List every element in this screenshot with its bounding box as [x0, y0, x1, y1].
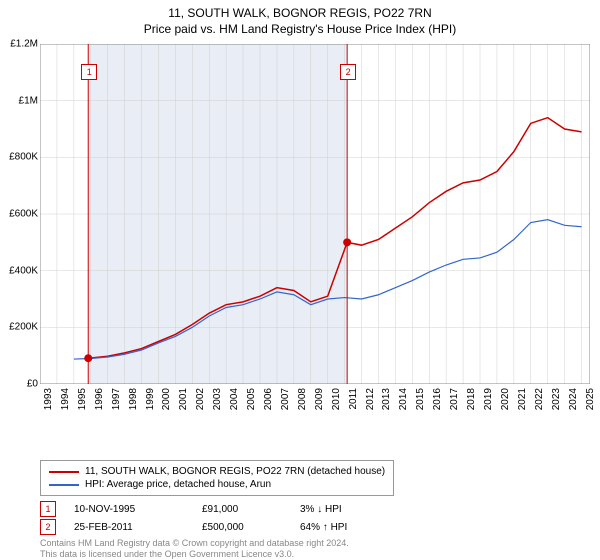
x-axis-label: 2024 — [568, 388, 579, 410]
legend-item: 11, SOUTH WALK, BOGNOR REGIS, PO22 7RN (… — [49, 465, 385, 478]
x-axis-label: 1996 — [94, 388, 105, 410]
x-axis-label: 2004 — [229, 388, 240, 410]
chart-container: 11, SOUTH WALK, BOGNOR REGIS, PO22 7RN P… — [0, 0, 600, 560]
sales-table: 1 10-NOV-1995 £91,000 3% ↓ HPI 2 25-FEB-2011 £… — [40, 500, 380, 536]
x-axis-label: 2007 — [280, 388, 291, 410]
x-axis-label: 2011 — [348, 388, 359, 410]
legend-label: HPI: Average price, detached house, Arun — [85, 479, 271, 490]
y-axis-label: £400K — [0, 265, 38, 276]
x-axis-label: 2014 — [398, 388, 409, 410]
y-axis-label: £600K — [0, 209, 38, 220]
sale-price: £500,000 — [202, 522, 282, 533]
x-axis-label: 1999 — [145, 388, 156, 410]
x-axis-label: 1994 — [60, 388, 71, 410]
x-axis-label: 2025 — [585, 388, 596, 410]
x-axis-label: 1995 — [77, 388, 88, 410]
x-axis-label: 2019 — [483, 388, 494, 410]
legend: 11, SOUTH WALK, BOGNOR REGIS, PO22 7RN (… — [40, 460, 394, 496]
x-axis-label: 2010 — [331, 388, 342, 410]
y-axis-label: £200K — [0, 322, 38, 333]
legend-swatch — [49, 484, 79, 486]
x-axis-label: 1997 — [111, 388, 122, 410]
x-axis-label: 2001 — [178, 388, 189, 410]
legend-swatch — [49, 471, 79, 473]
y-axis-label: £0 — [0, 379, 38, 390]
footer: Contains HM Land Registry data © Crown c… — [40, 538, 349, 560]
x-axis-label: 2023 — [551, 388, 562, 410]
x-axis-label: 2009 — [314, 388, 325, 410]
sale-price: £91,000 — [202, 504, 282, 515]
footer-copyright: Contains HM Land Registry data © Crown c… — [40, 538, 349, 549]
x-axis-label: 2015 — [415, 388, 426, 410]
sale-row: 1 10-NOV-1995 £91,000 3% ↓ HPI — [40, 500, 380, 518]
chart-area: £0£200K£400K£600K£800K£1M£1.2M 199319941… — [40, 44, 590, 424]
x-axis-label: 2020 — [500, 388, 511, 410]
sale-date: 25-FEB-2011 — [74, 522, 184, 533]
sale-diff: 3% ↓ HPI — [300, 504, 380, 515]
chart-title: 11, SOUTH WALK, BOGNOR REGIS, PO22 7RN — [0, 0, 600, 20]
sale-marker: 2 — [340, 64, 356, 80]
chart-subtitle: Price paid vs. HM Land Registry's House … — [0, 20, 600, 36]
y-axis-label: £800K — [0, 152, 38, 163]
x-axis-label: 2005 — [246, 388, 257, 410]
chart-plot — [40, 44, 590, 384]
sale-row: 2 25-FEB-2011 £500,000 64% ↑ HPI — [40, 518, 380, 536]
legend-label: 11, SOUTH WALK, BOGNOR REGIS, PO22 7RN (… — [85, 466, 385, 477]
x-axis-label: 2017 — [449, 388, 460, 410]
x-axis-label: 2012 — [365, 388, 376, 410]
footer-license: This data is licensed under the Open Gov… — [40, 549, 349, 560]
y-axis-label: £1.2M — [0, 39, 38, 50]
x-axis-label: 2021 — [517, 388, 528, 410]
x-axis-label: 1993 — [43, 388, 54, 410]
y-axis-label: £1M — [0, 95, 38, 106]
x-axis-label: 1998 — [128, 388, 139, 410]
x-axis-label: 2006 — [263, 388, 274, 410]
sale-date: 10-NOV-1995 — [74, 504, 184, 515]
sale-marker: 1 — [81, 64, 97, 80]
x-axis-label: 2018 — [466, 388, 477, 410]
sale-marker-icon: 1 — [40, 501, 56, 517]
x-axis-label: 2008 — [297, 388, 308, 410]
x-axis-label: 2022 — [534, 388, 545, 410]
x-axis-label: 2002 — [195, 388, 206, 410]
x-axis-label: 2013 — [381, 388, 392, 410]
x-axis-label: 2000 — [161, 388, 172, 410]
x-axis-label: 2016 — [432, 388, 443, 410]
sale-marker-icon: 2 — [40, 519, 56, 535]
x-axis-label: 2003 — [212, 388, 223, 410]
sale-diff: 64% ↑ HPI — [300, 522, 380, 533]
legend-item: HPI: Average price, detached house, Arun — [49, 478, 385, 491]
